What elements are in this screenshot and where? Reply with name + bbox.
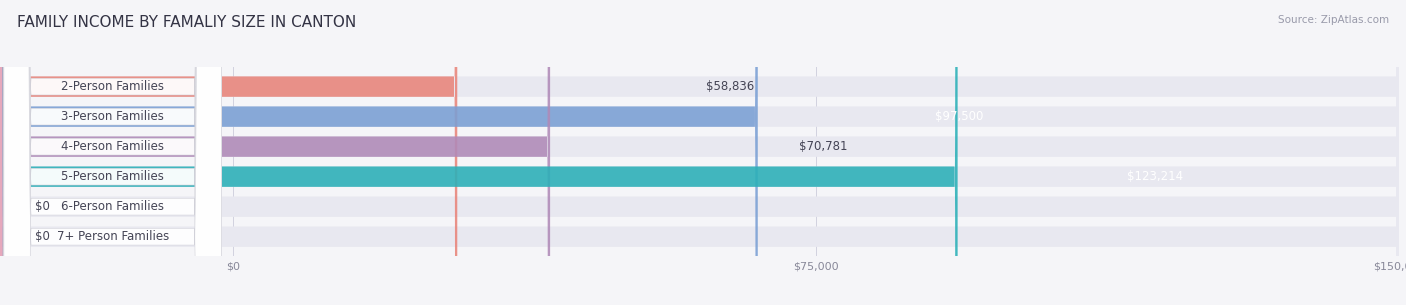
FancyBboxPatch shape <box>4 0 222 305</box>
FancyBboxPatch shape <box>4 0 222 305</box>
Text: $97,500: $97,500 <box>935 110 983 123</box>
FancyBboxPatch shape <box>4 0 222 305</box>
Text: Source: ZipAtlas.com: Source: ZipAtlas.com <box>1278 15 1389 25</box>
FancyBboxPatch shape <box>4 0 222 305</box>
FancyBboxPatch shape <box>0 0 550 305</box>
Text: 2-Person Families: 2-Person Families <box>62 80 165 93</box>
Text: $0: $0 <box>35 200 49 213</box>
Text: $123,214: $123,214 <box>1126 170 1182 183</box>
FancyBboxPatch shape <box>0 0 758 305</box>
Text: $70,781: $70,781 <box>799 140 848 153</box>
FancyBboxPatch shape <box>4 0 222 305</box>
FancyBboxPatch shape <box>0 0 957 305</box>
FancyBboxPatch shape <box>0 0 20 305</box>
FancyBboxPatch shape <box>4 0 222 305</box>
FancyBboxPatch shape <box>0 0 20 305</box>
Text: $58,836: $58,836 <box>706 80 754 93</box>
Text: 6-Person Families: 6-Person Families <box>62 200 165 213</box>
Text: 5-Person Families: 5-Person Families <box>62 170 165 183</box>
Text: 7+ Person Families: 7+ Person Families <box>56 230 169 243</box>
FancyBboxPatch shape <box>0 0 457 305</box>
Text: 4-Person Families: 4-Person Families <box>62 140 165 153</box>
Text: 3-Person Families: 3-Person Families <box>62 110 165 123</box>
Text: FAMILY INCOME BY FAMALIY SIZE IN CANTON: FAMILY INCOME BY FAMALIY SIZE IN CANTON <box>17 15 356 30</box>
Text: $0: $0 <box>35 230 49 243</box>
